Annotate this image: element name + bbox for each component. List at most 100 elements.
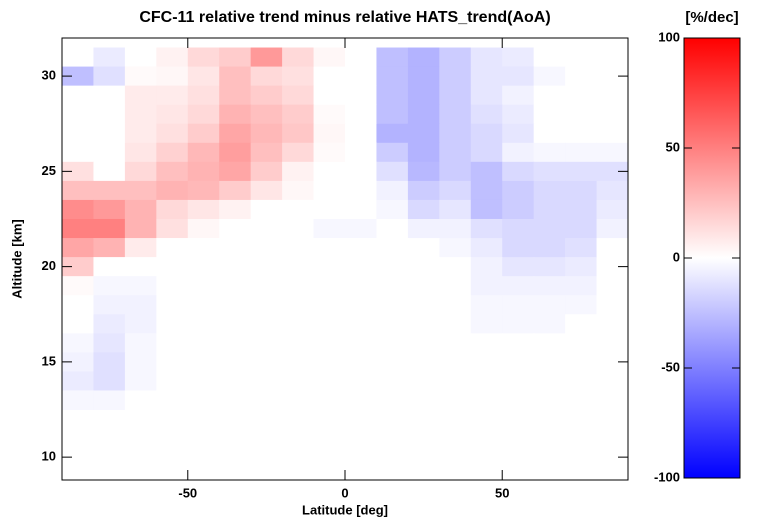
heat-cell: [565, 85, 598, 106]
heat-cell: [407, 161, 440, 182]
heat-cell: [219, 104, 252, 125]
heat-cell: [219, 238, 252, 258]
heat-cell: [502, 161, 535, 182]
heat-cell: [187, 257, 220, 277]
heat-cell: [439, 218, 472, 239]
heat-cell: [282, 352, 315, 372]
colorbar-tick-label: -50: [661, 359, 680, 374]
heat-cell: [62, 66, 94, 87]
heat-cell: [502, 218, 535, 239]
heat-cell: [156, 276, 189, 296]
heat-cell: [156, 218, 189, 239]
heat-cell: [376, 180, 409, 201]
heat-cell: [124, 257, 157, 277]
heat-cell: [62, 352, 94, 372]
heat-cell: [219, 180, 252, 201]
heat-cell: [596, 314, 629, 334]
heat-cell: [345, 238, 377, 258]
heat-cell: [124, 238, 157, 258]
heat-cell: [439, 180, 472, 201]
heat-cell: [345, 104, 377, 125]
heat-cell: [407, 66, 440, 87]
x-axis-label: Latitude [deg]: [302, 502, 388, 517]
heat-cell: [470, 161, 503, 182]
heat-cell: [250, 333, 283, 353]
heat-cell: [187, 66, 220, 87]
heat-cell: [502, 276, 535, 296]
heat-cell: [439, 238, 472, 258]
heat-cell: [565, 371, 598, 391]
heat-cell: [596, 85, 629, 106]
heat-cell: [156, 333, 189, 353]
heat-cell: [313, 371, 346, 391]
heat-cell: [219, 390, 252, 411]
heat-cell: [345, 276, 377, 296]
heat-cell: [345, 333, 377, 353]
heat-cell: [596, 257, 629, 277]
heat-cell: [596, 104, 629, 125]
y-axis-label: Altitude [km]: [9, 219, 24, 298]
heat-cell: [376, 47, 409, 68]
heat-cell: [407, 238, 440, 258]
heat-cell: [345, 257, 377, 277]
heat-cell: [62, 295, 94, 315]
heat-cell: [187, 371, 220, 391]
heat-cell: [156, 104, 189, 125]
heat-cell: [376, 66, 409, 87]
heat-cell: [533, 85, 566, 106]
heat-cell: [345, 371, 377, 391]
heat-cell: [502, 180, 535, 201]
heat-cell: [62, 123, 94, 144]
heat-cell: [502, 390, 535, 411]
heat-cell: [93, 123, 126, 144]
heat-cell: [502, 257, 535, 277]
heat-cell: [439, 66, 472, 87]
heat-cell: [219, 47, 252, 68]
heat-cell: [565, 314, 598, 334]
heat-cell: [93, 257, 126, 277]
heat-cell: [596, 180, 629, 201]
heat-cell: [219, 123, 252, 144]
heat-cell: [219, 142, 252, 163]
heat-cell: [62, 371, 94, 391]
heat-cell: [93, 47, 126, 68]
heat-cell: [313, 314, 346, 334]
heat-cell: [439, 371, 472, 391]
heat-cell: [124, 218, 157, 239]
heat-cell: [219, 161, 252, 182]
heat-cell: [250, 66, 283, 87]
heat-cell: [596, 218, 629, 239]
heat-cell: [156, 47, 189, 68]
heat-cell: [187, 123, 220, 144]
heat-cell: [124, 314, 157, 334]
heat-cell: [93, 199, 126, 220]
heat-cell: [124, 123, 157, 144]
heat-cell: [124, 276, 157, 296]
heat-cell: [407, 371, 440, 391]
heat-cell: [219, 85, 252, 106]
heat-cell: [187, 104, 220, 125]
heat-cell: [93, 333, 126, 353]
heat-cell: [282, 371, 315, 391]
heat-cell: [502, 295, 535, 315]
heat-cell: [596, 276, 629, 296]
heat-cell: [470, 85, 503, 106]
heat-cell: [533, 390, 566, 411]
heat-cell: [407, 104, 440, 125]
heat-cell: [156, 66, 189, 87]
heat-cell: [156, 314, 189, 334]
heat-cell: [124, 295, 157, 315]
heat-cell: [156, 295, 189, 315]
heat-cell: [156, 390, 189, 411]
heat-cell: [439, 161, 472, 182]
heat-cell: [62, 390, 94, 411]
heat-cell: [250, 238, 283, 258]
heat-cell: [565, 161, 598, 182]
heat-cell: [470, 66, 503, 87]
y-tick-label: 30: [42, 68, 56, 83]
heat-cell: [313, 47, 346, 68]
heat-cell: [124, 352, 157, 372]
heat-cell: [156, 371, 189, 391]
heat-cell: [250, 142, 283, 163]
heat-cell: [282, 85, 315, 106]
